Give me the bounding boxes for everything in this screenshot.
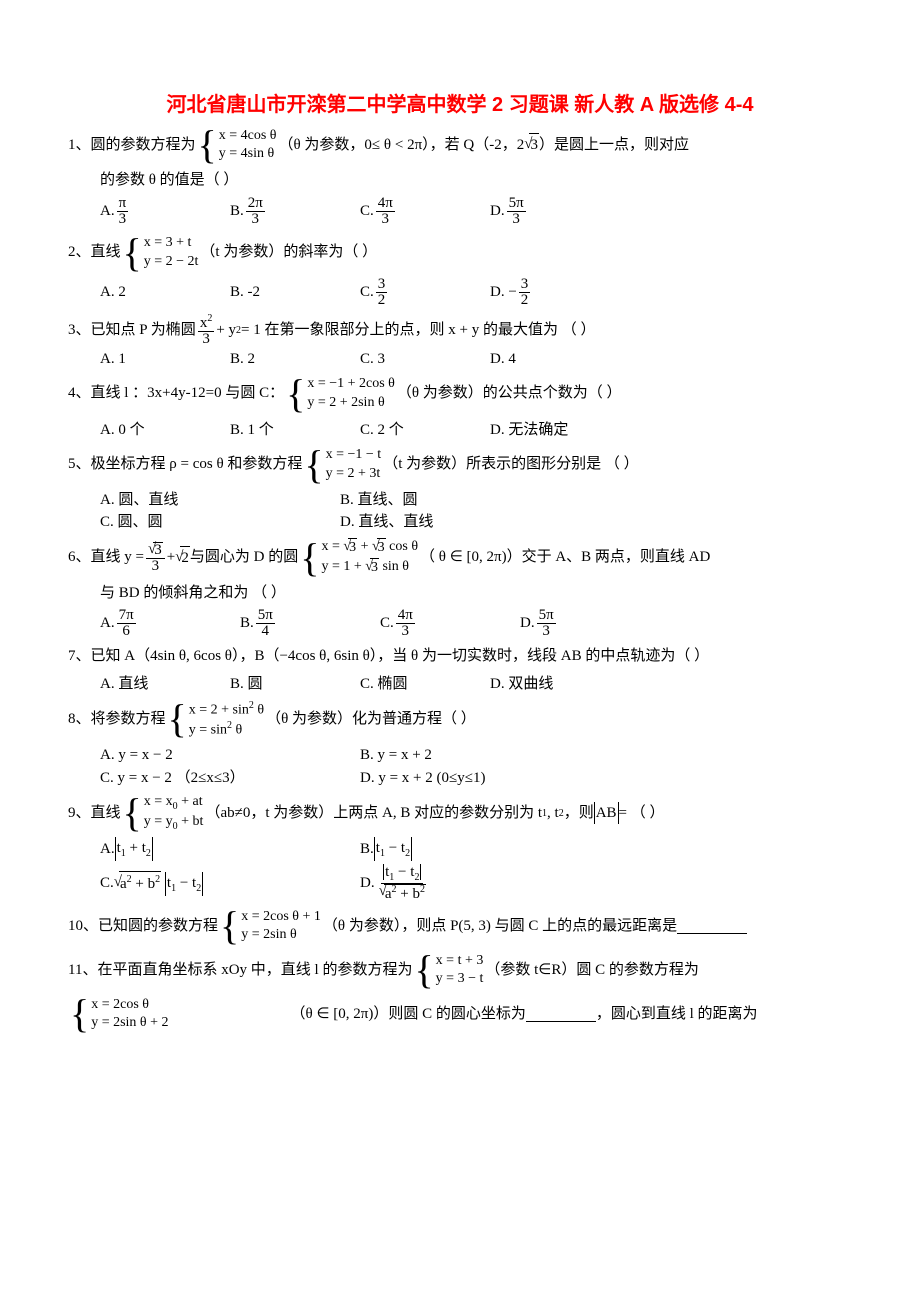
q1-num: 1、	[68, 134, 91, 157]
q6-options: A.7π6 B.5π4 C.4π3 D.5π3	[100, 608, 852, 639]
q11-system2: { x = 2cos θ y = 2sin θ + 2	[70, 994, 169, 1034]
q4-options: A. 0 个 B. 1 个 C. 2 个 D. 无法确定	[100, 418, 852, 439]
question-11-line2: { x = 2cos θ y = 2sin θ + 2 （θ ∈ [0, 2π)…	[68, 994, 852, 1034]
q1-mid1: （θ 为参数，0≤ θ < 2π），若 Q（-2，	[279, 134, 517, 157]
worksheet-page: 河北省唐山市开滦第二中学高中数学 2 习题课 新人教 A 版选修 4-4 1、 …	[0, 0, 920, 1078]
page-title: 河北省唐山市开滦第二中学高中数学 2 习题课 新人教 A 版选修 4-4	[68, 88, 852, 117]
q2-system: { x = 3 + t y = 2 − 2t	[123, 233, 199, 273]
q9-system: { x = x0 + at y = y0 + bt	[123, 793, 204, 833]
q4-system: { x = −1 + 2cos θ y = 2 + 2sin θ	[286, 374, 395, 414]
question-6: 6、 直线 y = 33 + 2 与圆心为 D 的圆 { x = 3 + 3 c…	[68, 538, 852, 578]
q9-options-cd: C. a2 + b2 t1 − t2 D. t1 − t2 a2 + b2	[100, 865, 852, 902]
question-9: 9、 直线 { x = x0 + at y = y0 + bt （ab≠0，t …	[68, 793, 852, 833]
question-2: 2、 直线 { x = 3 + t y = 2 − 2t （t 为参数）的斜率为…	[68, 233, 852, 273]
q1-options: A.π3 B.2π3 C.4π3 D.5π3	[100, 196, 852, 227]
q10-system: { x = 2cos θ + 1 y = 2sin θ	[220, 906, 321, 946]
question-10: 10、 已知圆的参数方程 { x = 2cos θ + 1 y = 2sin θ…	[68, 906, 852, 946]
question-3: 3、 已知点 P 为椭圆 x23 + y2 = 1 在第一象限部分上的点，则 x…	[68, 314, 852, 347]
q8-options: A. y = x − 2 B. y = x + 2 C. y = x − 2 （…	[100, 744, 852, 789]
q1-system: { x = 4cos θ y = 4sin θ	[198, 125, 277, 165]
q1-line2: 的参数 θ 的值是（ ）	[100, 169, 852, 192]
q9-options-ab: A. t1 + t2 B. t1 − t2	[100, 837, 852, 861]
q5-system: { x = −1 − t y = 2 + 3t	[304, 445, 381, 485]
question-8: 8、 将参数方程 { x = 2 + sin2 θ y = sin2 θ （θ …	[68, 699, 852, 741]
q1-mid2: ）是圆上一点，则对应	[539, 134, 689, 157]
blank-input[interactable]	[677, 919, 747, 934]
question-11: 11、 在平面直角坐标系 xOy 中，直线 l 的参数方程为 { x = t +…	[68, 950, 852, 990]
q5-options: A. 圆、直线 B. 直线、圆 C. 圆、圆 D. 直线、直线	[100, 489, 852, 534]
q7-options: A. 直线 B. 圆 C. 椭圆 D. 双曲线	[100, 672, 852, 693]
q1-pre: 圆的参数方程为	[91, 134, 196, 157]
q3-options: A. 1 B. 2 C. 3 D. 4	[100, 351, 852, 368]
q8-system: { x = 2 + sin2 θ y = sin2 θ	[168, 699, 265, 741]
question-1: 1、 圆的参数方程为 { x = 4cos θ y = 4sin θ （θ 为参…	[68, 125, 852, 165]
blank-input[interactable]	[526, 1007, 596, 1022]
question-5: 5、 极坐标方程 ρ = cos θ 和参数方程 { x = −1 − t y …	[68, 445, 852, 485]
question-7: 7、已知 A（4sin θ, 6cos θ），B（−4cos θ, 6sin θ…	[68, 645, 852, 668]
sqrt-icon: 3	[524, 133, 539, 157]
question-4: 4、 直线 l ：3x+4y-12=0 与圆 C： { x = −1 + 2co…	[68, 374, 852, 414]
q2-options: A. 2 B. -2 C.32 D. −32	[100, 277, 852, 308]
q11-system1: { x = t + 3 y = 3 − t	[414, 950, 483, 990]
q6-system: { x = 3 + 3 cos θ y = 1 + 3 sin θ	[300, 538, 418, 578]
